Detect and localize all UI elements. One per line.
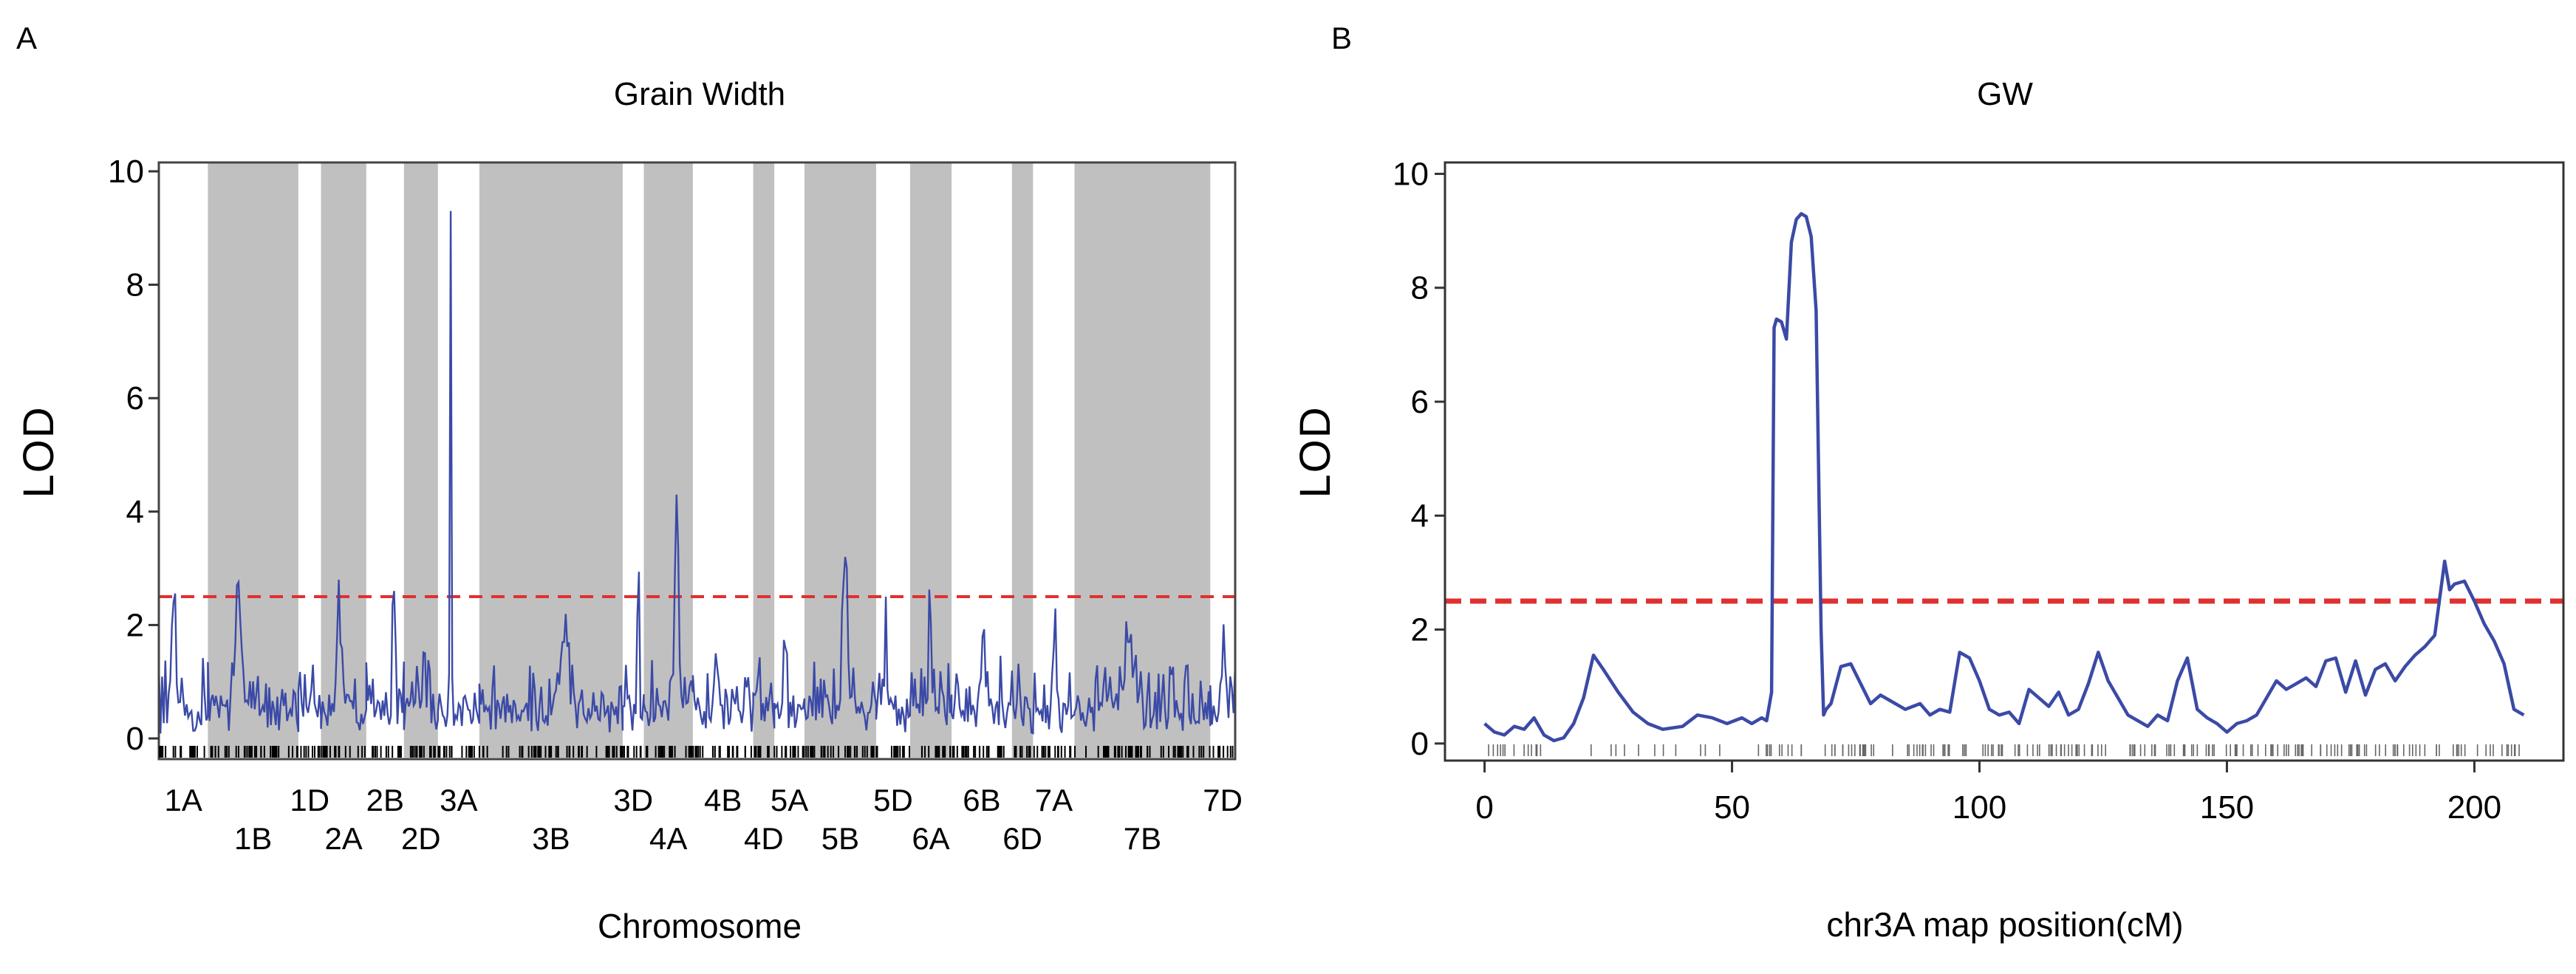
x-tick-b-label: 50 <box>1714 789 1750 826</box>
chromosome-label-1A: 1A <box>164 783 202 817</box>
marker-rug-a <box>159 746 1234 758</box>
x-tick-b-label: 150 <box>2200 789 2254 826</box>
chromosome-band-6D <box>1011 162 1034 758</box>
chromosome-label-2A: 2A <box>324 821 362 856</box>
y-tick-a-label: 2 <box>126 607 144 643</box>
chromosome-label-3B: 3B <box>532 821 570 856</box>
chromosome-label-1B: 1B <box>234 821 272 856</box>
chromosome-band-1B <box>208 162 298 758</box>
chart-b-title: GW <box>1977 76 2033 112</box>
chromosome-label-7D: 7D <box>1203 783 1243 817</box>
x-axis-b: 0 50 100 150 200 <box>1475 761 2501 826</box>
y-axis-title-b: LOD <box>1291 405 1339 498</box>
x-tick-b-label: 100 <box>1953 789 2006 826</box>
y-tick-a-label: 10 <box>108 154 144 190</box>
y-tick-a-label: 6 <box>126 380 144 416</box>
chromosome-label-6D: 6D <box>1002 821 1042 856</box>
marker-rug-b <box>1488 744 2520 756</box>
y-tick-b-label: 8 <box>1411 270 1429 306</box>
panel-a-label: A <box>16 21 37 55</box>
x-tick-b-label: 200 <box>2447 789 2501 826</box>
panel-b-label: B <box>1331 21 1352 55</box>
lod-trace-a <box>157 210 1237 735</box>
y-axis-b: 0 2 4 6 8 10 <box>1393 156 1445 762</box>
chromosome-band-3B <box>479 162 623 758</box>
chromosome-band-2A <box>321 162 366 758</box>
plot-frame-b <box>1444 161 2565 762</box>
chromosome-label-4A: 4A <box>649 821 687 856</box>
chromosome-band-4D <box>753 162 775 758</box>
chromosome-label-6B: 6B <box>963 783 1000 817</box>
chromosome-label-5D: 5D <box>873 783 913 817</box>
chromosome-band-4A <box>643 162 693 758</box>
panel-b: GW 0 2 4 6 8 10 0 50 100 150 200 LOD chr3A map po… <box>1291 76 2565 944</box>
chromosome-label-7B: 7B <box>1124 821 1161 856</box>
chromosome-label-2D: 2D <box>401 821 441 856</box>
x-axis-title-b: chr3A map position(cM) <box>1826 905 2183 944</box>
chromosome-bands <box>208 162 1211 758</box>
y-tick-b-label: 4 <box>1411 498 1429 534</box>
x-axis-title-a: Chromosome <box>598 907 802 945</box>
plot-frame-a <box>157 161 1237 761</box>
chromosome-band-6A <box>909 162 952 758</box>
y-tick-a-label: 0 <box>126 721 144 757</box>
chromosome-label-2B: 2B <box>366 783 404 817</box>
chart-a-title: Grain Width <box>614 76 785 112</box>
x-tick-b-label: 0 <box>1475 789 1493 826</box>
chromosome-label-1D: 1D <box>290 783 329 817</box>
lod-trace-b <box>1483 212 2525 743</box>
chromosome-label-6A: 6A <box>912 821 949 856</box>
y-tick-a-label: 8 <box>126 267 144 303</box>
chromosome-label-3D: 3D <box>613 783 653 817</box>
y-tick-b-label: 2 <box>1411 612 1429 648</box>
y-tick-a-label: 4 <box>126 494 144 530</box>
y-tick-b-label: 6 <box>1411 384 1429 420</box>
y-axis-a: 0 2 4 6 8 10 <box>108 154 159 757</box>
chromosome-label-7A: 7A <box>1035 783 1073 817</box>
y-axis-title-a: LOD <box>15 405 63 498</box>
chromosome-band-2D <box>403 162 438 758</box>
chromosome-label-5B: 5B <box>821 821 859 856</box>
chromosome-label-3A: 3A <box>440 783 477 817</box>
chromosome-label-5A: 5A <box>771 783 808 817</box>
chromosome-label-4D: 4D <box>744 821 784 856</box>
chromosome-label-4B: 4B <box>704 783 742 817</box>
chromosome-band-7B <box>1074 162 1211 758</box>
y-tick-b-label: 0 <box>1411 726 1429 762</box>
y-tick-b-label: 10 <box>1393 156 1429 192</box>
